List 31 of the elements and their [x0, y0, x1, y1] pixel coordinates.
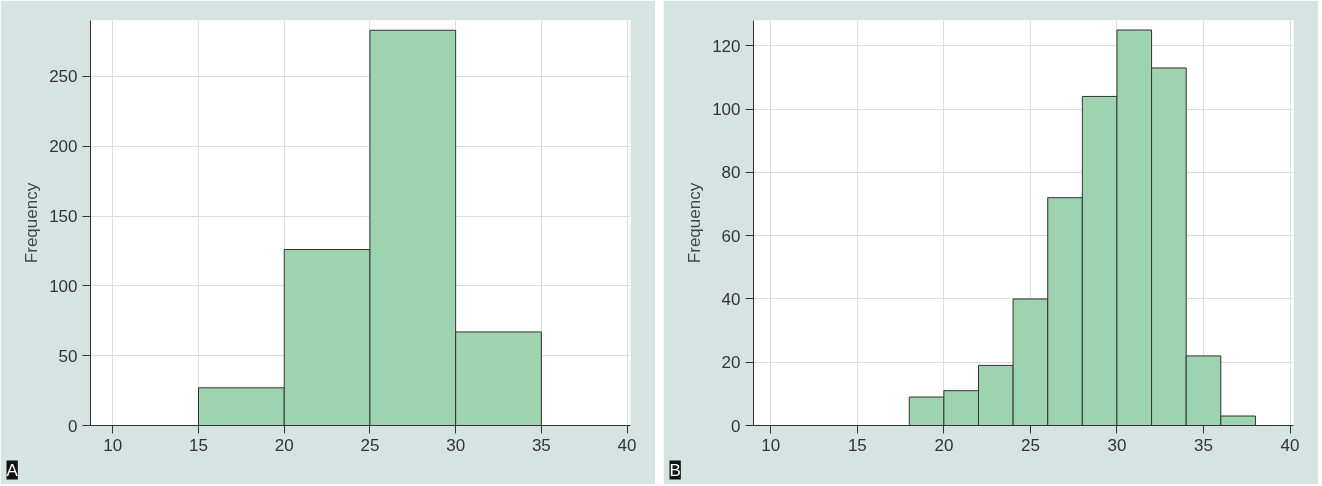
y-tick-label: 100 — [712, 100, 741, 120]
y-tick-label: 20 — [721, 353, 741, 373]
x-tick-label: 25 — [360, 435, 380, 455]
y-tick-label: 40 — [721, 289, 741, 309]
x-tick-label: 15 — [847, 435, 867, 455]
y-tick-label: 0 — [731, 416, 741, 436]
y-tick-label: 60 — [721, 226, 741, 246]
x-tick-label: 10 — [103, 435, 123, 455]
x-tick-label: 30 — [1107, 435, 1127, 455]
x-tick-label: 40 — [1280, 435, 1300, 455]
y-axis-title: Frequency — [22, 182, 42, 264]
x-tick-label: 30 — [446, 435, 466, 455]
y-tick-label: 150 — [49, 207, 78, 227]
x-tick-label: 20 — [274, 435, 294, 455]
x-tick-label: 15 — [189, 435, 208, 455]
y-tick-label: 120 — [712, 36, 741, 56]
y-tick-label: 100 — [49, 276, 78, 296]
text: A — [6, 460, 19, 480]
x-tick-label: 40 — [617, 435, 637, 455]
text: B — [669, 460, 681, 480]
y-tick-label: 80 — [721, 163, 741, 183]
y-tick-label: 0 — [68, 416, 78, 436]
x-tick-label: 35 — [1194, 435, 1213, 455]
x-tick-label: 35 — [531, 435, 551, 455]
y-tick-label: 50 — [58, 346, 78, 366]
y-tick-label: 250 — [49, 67, 78, 87]
x-tick-label: 25 — [1020, 435, 1040, 455]
y-tick-label: 200 — [49, 137, 78, 157]
x-tick-label: 20 — [934, 435, 954, 455]
x-tick-label: 10 — [761, 435, 781, 455]
y-axis-title: Frequency — [685, 182, 705, 264]
